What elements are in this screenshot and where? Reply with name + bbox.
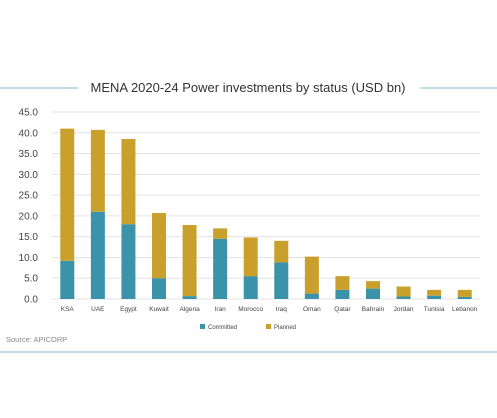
bar-planned-tunisia xyxy=(427,289,442,296)
x-tick-label: Iran xyxy=(215,306,227,313)
y-tick-label: 20.0 xyxy=(19,211,39,222)
y-tick-label: 30.0 xyxy=(19,170,39,181)
legend-swatch xyxy=(266,324,271,329)
bar-committed-algeria xyxy=(182,296,197,299)
x-tick-label: Tunisia xyxy=(424,306,445,313)
x-tick-label: Morocco xyxy=(238,306,263,313)
legend: Committed Planned xyxy=(200,324,296,331)
y-tick-label: 0.0 xyxy=(24,295,38,306)
y-tick-label: 10.0 xyxy=(19,253,39,264)
chart-title-group: MENA 2020-24 Power investments by status… xyxy=(0,80,497,95)
bar-committed-iraq xyxy=(274,262,289,299)
y-tick-label: 25.0 xyxy=(19,191,39,202)
bar-planned-qatar xyxy=(335,276,350,290)
x-tick-label: Egypt xyxy=(120,306,137,313)
bar-committed-qatar xyxy=(335,289,350,299)
bar-planned-oman xyxy=(304,256,319,294)
bar-planned-morocco xyxy=(243,237,258,277)
source-note: Source: APICORP xyxy=(6,335,67,344)
chart-title: MENA 2020-24 Power investments by status… xyxy=(90,80,405,95)
y-tick-label: 40.0 xyxy=(19,128,39,139)
bar-planned-lebanon xyxy=(457,289,472,297)
bar-planned-kuwait xyxy=(152,212,166,279)
y-tick-label: 45.0 xyxy=(19,108,39,119)
x-tick-label: Oman xyxy=(303,306,321,313)
y-tick-label: 5.0 xyxy=(24,274,38,285)
x-tick-label: UAE xyxy=(91,306,105,313)
x-axis-labels: KSA UAE Egypt Kuwait Algeria Iran Morocco Iraq O… xyxy=(61,306,478,313)
bar-planned-egypt xyxy=(121,139,136,225)
y-tick-label: 35.0 xyxy=(19,149,39,160)
x-tick-label: Qatar xyxy=(334,306,351,313)
grid-lines xyxy=(52,111,480,300)
bar-committed-bahrain xyxy=(366,288,380,299)
bar-committed-morocco xyxy=(243,276,258,299)
legend-swatch xyxy=(200,324,205,329)
bar-committed-iran xyxy=(213,238,228,299)
bar-planned-iraq xyxy=(274,240,289,263)
bar-committed-lebanon xyxy=(457,296,472,299)
bars xyxy=(60,128,472,299)
x-tick-label: KSA xyxy=(61,306,75,313)
y-tick-label: 15.0 xyxy=(19,232,39,243)
legend-label: Planned xyxy=(274,325,296,331)
legend-label: Committed xyxy=(208,325,237,331)
x-tick-label: Algeria xyxy=(179,306,200,313)
bar-planned-bahrain xyxy=(366,281,380,289)
bar-planned-algeria xyxy=(182,225,197,297)
bar-planned-jordan xyxy=(396,286,411,297)
x-tick-label: Lebanon xyxy=(452,306,478,313)
x-tick-label: Kuwait xyxy=(149,306,169,313)
x-tick-label: Bahrain xyxy=(362,306,385,313)
bar-committed-egypt xyxy=(121,224,136,299)
x-tick-label: Iraq xyxy=(276,306,288,313)
bar-planned-uae xyxy=(90,129,105,212)
y-axis-ticks: 0.0 5.0 10.0 15.0 20.0 25.0 30.0 35.0 40.0 45.0 xyxy=(19,108,39,306)
bar-committed-uae xyxy=(90,211,105,299)
x-tick-label: Jordan xyxy=(394,306,414,313)
bar-committed-tunisia xyxy=(427,295,442,299)
bar-committed-kuwait xyxy=(152,278,166,299)
bar-committed-jordan xyxy=(396,296,411,299)
bar-planned-ksa xyxy=(60,128,75,261)
bar-committed-oman xyxy=(304,293,319,299)
bar-committed-ksa xyxy=(60,260,75,299)
bar-planned-iran xyxy=(213,228,228,239)
